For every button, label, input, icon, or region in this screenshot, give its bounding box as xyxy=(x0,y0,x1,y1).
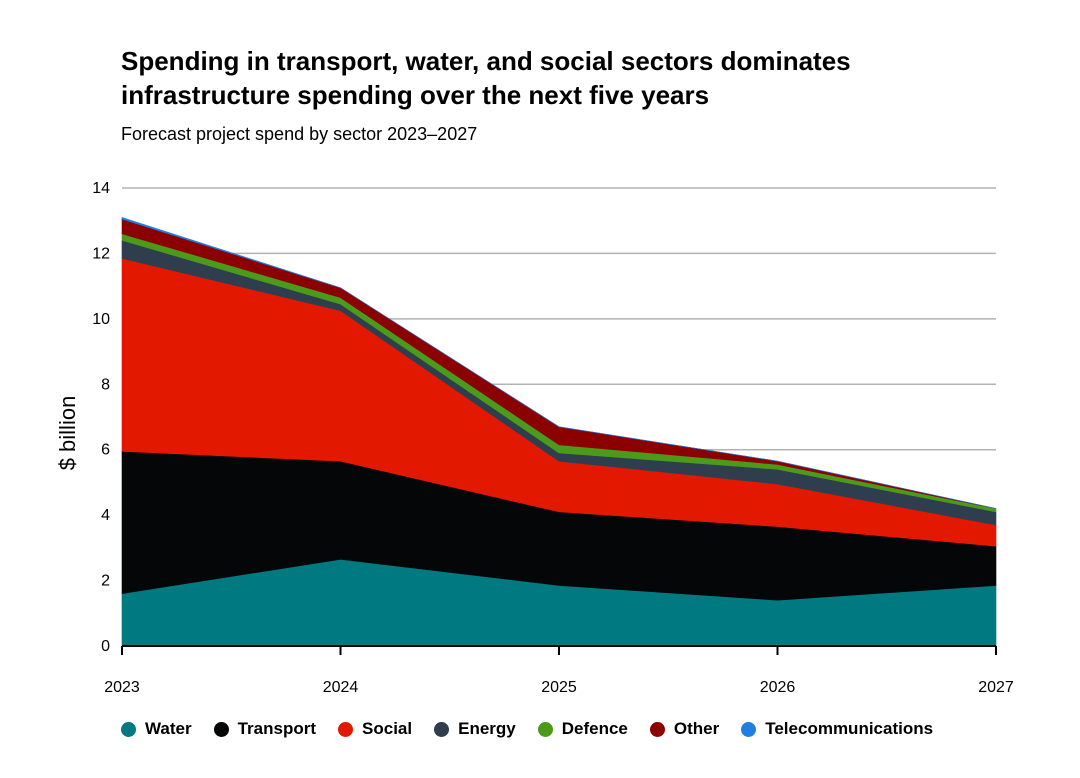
area-telecommunications xyxy=(121,217,997,509)
legend-label: Social xyxy=(362,719,413,738)
x-axis xyxy=(121,645,997,655)
legend-label: Transport xyxy=(237,719,317,738)
legend-swatch xyxy=(434,721,450,737)
x-tick-label: 2025 xyxy=(541,679,577,696)
y-tick-label: 14 xyxy=(92,180,110,197)
legend-label: Water xyxy=(145,719,192,738)
y-tick-label: 12 xyxy=(92,245,110,262)
y-tick-label: 8 xyxy=(101,376,110,393)
x-tick-label: 2026 xyxy=(760,679,796,696)
y-tick-labels: 0 2 4 6 8 10 12 14 xyxy=(92,180,110,655)
legend-swatch xyxy=(338,721,354,737)
legend-swatch xyxy=(741,721,757,737)
x-tick-labels: 2023 2024 2025 2026 2027 xyxy=(104,679,1014,696)
y-tick-label: 6 xyxy=(101,442,110,459)
legend-label: Other xyxy=(673,719,720,738)
y-tick-label: 4 xyxy=(101,507,110,524)
x-tick-label: 2023 xyxy=(104,679,140,696)
stacked-areas xyxy=(121,217,997,647)
legend-swatch xyxy=(649,721,665,737)
legend-item-defence: Defence xyxy=(537,719,628,739)
legend-swatch xyxy=(121,721,136,737)
legend-swatch xyxy=(213,721,229,737)
legend-label: Telecommunications xyxy=(765,719,934,738)
legend-item-energy: Energy xyxy=(434,719,516,739)
chart-subtitle: Forecast project spend by sector 2023–20… xyxy=(121,124,478,144)
x-tick-label: 2027 xyxy=(978,679,1014,696)
y-tick-label: 2 xyxy=(101,573,110,590)
legend-label: Defence xyxy=(561,719,628,738)
chart-title: Spending in transport, water, and social… xyxy=(121,46,851,110)
legend-item-transport: Transport xyxy=(213,719,317,739)
legend-item-other: Other xyxy=(649,719,720,739)
y-tick-label: 0 xyxy=(101,638,110,655)
legend-swatch xyxy=(537,721,553,737)
x-tick-label: 2024 xyxy=(323,679,359,696)
legend: Water Transport Social Energy Defence Other Te… xyxy=(121,719,933,739)
legend-item-social: Social xyxy=(338,719,412,739)
legend-label: Energy xyxy=(458,719,516,738)
y-axis-label: $ billion xyxy=(55,396,80,471)
legend-item-water: Water xyxy=(121,719,192,739)
y-tick-label: 10 xyxy=(92,311,110,328)
legend-item-telecommunications: Telecommunications xyxy=(741,719,933,739)
